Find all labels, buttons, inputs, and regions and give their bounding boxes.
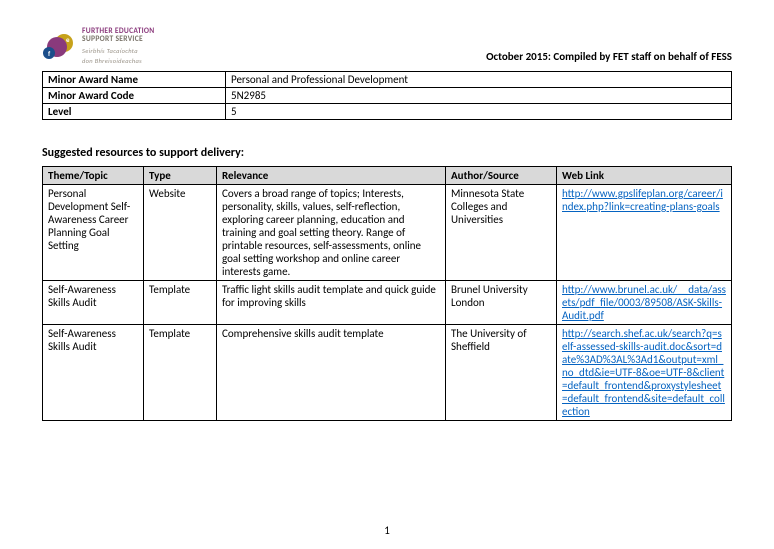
info-value: Personal and Professional Development: [226, 71, 732, 87]
table-row: Personal Development Self-Awareness Care…: [43, 184, 732, 280]
cell-author: Brunel University London: [446, 280, 557, 324]
cell-relevance: Comprehensive skills audit template: [217, 324, 446, 420]
col-header-type: Type: [144, 166, 217, 184]
cell-relevance: Traffic light skills audit template and …: [217, 280, 446, 324]
logo-line-2: SUPPORT SERVICE: [82, 36, 155, 44]
logo-mark-icon: e f: [42, 31, 78, 61]
section-title: Suggested resources to support delivery:: [42, 146, 732, 160]
logo-text: FURTHER EDUCATION SUPPORT SERVICE Seirbh…: [82, 28, 155, 65]
cell-type: Website: [144, 184, 217, 280]
col-header-relevance: Relevance: [217, 166, 446, 184]
cell-weblink: http://www.gpslifeplan.org/career/index.…: [557, 184, 732, 280]
info-label: Minor Award Code: [43, 87, 226, 103]
cell-relevance: Covers a broad range of topics; Interest…: [217, 184, 446, 280]
svg-text:e: e: [66, 35, 70, 44]
table-row: Minor Award Code 5N2985: [43, 87, 732, 103]
compiled-by-line: October 2015: Compiled by FET staff on b…: [486, 50, 732, 63]
cell-type: Template: [144, 324, 217, 420]
table-row: Minor Award Name Personal and Profession…: [43, 71, 732, 87]
cell-weblink: http://search.shef.ac.uk/search?q=self-a…: [557, 324, 732, 420]
page-header: e f FURTHER EDUCATION SUPPORT SERVICE Se…: [42, 28, 732, 65]
logo-line-3b: don Bhreisoideachas: [82, 58, 155, 65]
cell-theme: Self-Awareness Skills Audit: [43, 280, 144, 324]
cell-author: The University of Sheffield: [446, 324, 557, 420]
cell-weblink: http://www.brunel.ac.uk/__data/assets/pd…: [557, 280, 732, 324]
col-header-author: Author/Source: [446, 166, 557, 184]
info-value: 5N2985: [226, 87, 732, 103]
info-label: Minor Award Name: [43, 71, 226, 87]
cell-theme: Self-Awareness Skills Audit: [43, 324, 144, 420]
table-header-row: Theme/Topic Type Relevance Author/Source…: [43, 166, 732, 184]
web-link[interactable]: http://www.brunel.ac.uk/__data/assets/pd…: [562, 283, 726, 322]
info-value: 5: [226, 103, 732, 119]
cell-type: Template: [144, 280, 217, 324]
logo: e f FURTHER EDUCATION SUPPORT SERVICE Se…: [42, 28, 155, 65]
cell-author: Minnesota State Colleges and Universitie…: [446, 184, 557, 280]
page-number: 1: [0, 524, 774, 537]
web-link[interactable]: http://search.shef.ac.uk/search?q=self-a…: [562, 327, 725, 418]
table-row: Self-Awareness Skills Audit Template Com…: [43, 324, 732, 420]
col-header-theme: Theme/Topic: [43, 166, 144, 184]
cell-theme: Personal Development Self-Awareness Care…: [43, 184, 144, 280]
logo-line-3a: Seirbhís Tacaíochta: [82, 48, 155, 55]
award-info-table: Minor Award Name Personal and Profession…: [42, 71, 732, 120]
info-label: Level: [43, 103, 226, 119]
web-link[interactable]: http://www.gpslifeplan.org/career/index.…: [562, 187, 723, 213]
col-header-weblink: Web Link: [557, 166, 732, 184]
resources-table: Theme/Topic Type Relevance Author/Source…: [42, 166, 732, 421]
table-row: Self-Awareness Skills Audit Template Tra…: [43, 280, 732, 324]
table-row: Level 5: [43, 103, 732, 119]
